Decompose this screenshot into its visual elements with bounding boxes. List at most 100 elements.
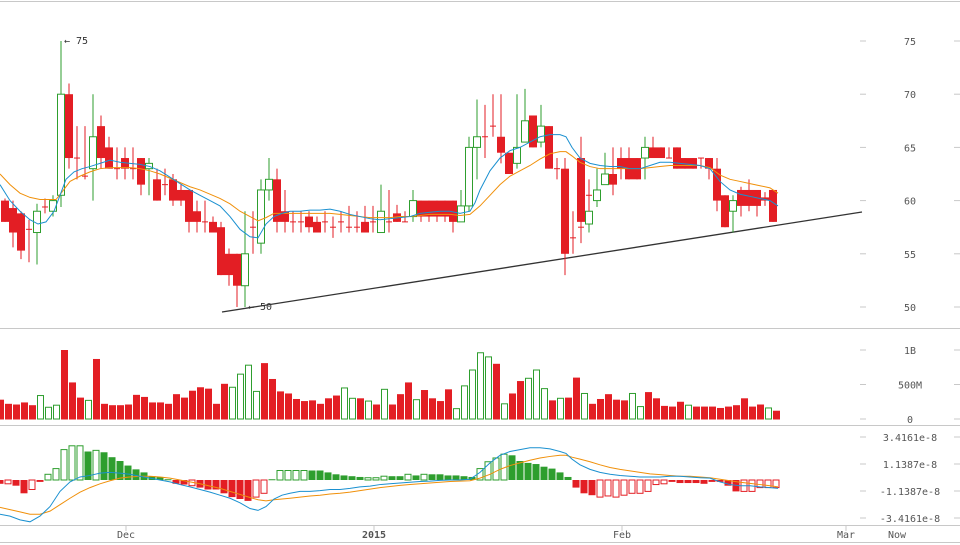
volume-bar[interactable] xyxy=(93,358,100,420)
candle[interactable] xyxy=(82,126,88,180)
volume-bar[interactable] xyxy=(293,398,300,420)
candle[interactable] xyxy=(457,189,465,223)
candle[interactable] xyxy=(657,147,665,159)
candle[interactable] xyxy=(290,211,296,233)
volume-bar[interactable] xyxy=(493,363,500,420)
candle[interactable] xyxy=(177,184,185,206)
candle[interactable] xyxy=(185,189,193,233)
candle[interactable] xyxy=(354,211,360,233)
volume-bar[interactable] xyxy=(189,390,196,420)
candle[interactable] xyxy=(233,253,241,307)
candle[interactable] xyxy=(521,88,529,143)
volume-bar[interactable] xyxy=(117,405,124,420)
candle[interactable] xyxy=(313,216,321,233)
volume-bar[interactable] xyxy=(525,377,532,420)
candle[interactable] xyxy=(586,179,592,212)
volume-bar[interactable] xyxy=(693,406,700,420)
candle[interactable] xyxy=(554,158,560,180)
candle[interactable] xyxy=(537,104,545,148)
volume-bar[interactable] xyxy=(725,406,732,420)
volume-bar[interactable] xyxy=(637,406,644,420)
volume-bar[interactable] xyxy=(429,398,436,420)
volume-bar[interactable] xyxy=(661,405,668,420)
volume-bar[interactable] xyxy=(717,407,724,420)
volume-bar[interactable] xyxy=(245,364,252,420)
candle[interactable] xyxy=(761,192,769,206)
candle[interactable] xyxy=(482,104,488,159)
volume-bar[interactable] xyxy=(413,399,420,420)
volume-bar[interactable] xyxy=(309,400,316,420)
volume-bar[interactable] xyxy=(589,403,596,420)
candle[interactable] xyxy=(162,168,168,196)
candle[interactable] xyxy=(273,168,281,233)
candle[interactable] xyxy=(625,147,633,180)
volume-bar[interactable] xyxy=(557,397,564,420)
volume-bar[interactable] xyxy=(445,389,452,420)
volume-bar[interactable] xyxy=(237,373,244,420)
candle[interactable] xyxy=(33,203,41,265)
volume-bar[interactable] xyxy=(77,397,84,420)
volume-bar[interactable] xyxy=(509,393,516,420)
candle[interactable] xyxy=(649,136,657,159)
volume-bar[interactable] xyxy=(437,401,444,420)
candle[interactable] xyxy=(209,216,217,233)
volume-bar[interactable] xyxy=(13,404,20,420)
volume-bar[interactable] xyxy=(37,395,44,420)
candle[interactable] xyxy=(409,189,417,222)
volume-bar[interactable] xyxy=(389,404,396,420)
candle[interactable] xyxy=(265,158,273,201)
volume-bar[interactable] xyxy=(261,363,268,420)
volume-bar[interactable] xyxy=(109,405,116,420)
candle[interactable] xyxy=(1,198,9,222)
volume-bar[interactable] xyxy=(549,400,556,420)
candle[interactable] xyxy=(361,205,369,233)
candle[interactable] xyxy=(153,168,161,201)
volume-bar[interactable] xyxy=(701,406,708,420)
volume-bar[interactable] xyxy=(341,387,348,420)
volume-bar[interactable] xyxy=(709,406,716,420)
volume-bar[interactable] xyxy=(453,408,460,420)
volume-bar[interactable] xyxy=(349,397,356,420)
candle[interactable] xyxy=(593,168,601,207)
volume-bar[interactable] xyxy=(461,385,468,420)
candle[interactable] xyxy=(545,126,553,169)
candle[interactable] xyxy=(42,198,48,214)
volume-bar[interactable] xyxy=(125,404,132,420)
candle[interactable] xyxy=(513,94,521,169)
candle[interactable] xyxy=(681,158,689,169)
volume-bar[interactable] xyxy=(397,394,404,420)
volume-bar[interactable] xyxy=(581,392,588,420)
candle[interactable] xyxy=(257,179,265,254)
volume-bar[interactable] xyxy=(517,381,524,420)
candle[interactable] xyxy=(497,94,505,164)
candle[interactable] xyxy=(121,147,129,180)
volume-bar[interactable] xyxy=(333,395,340,420)
candle[interactable] xyxy=(561,158,569,276)
candle[interactable] xyxy=(745,179,753,212)
volume-bar[interactable] xyxy=(469,369,476,420)
candle[interactable] xyxy=(713,158,721,212)
candle[interactable] xyxy=(617,147,625,180)
candle[interactable] xyxy=(241,211,249,307)
candle[interactable] xyxy=(322,211,328,233)
volume-bar[interactable] xyxy=(621,400,628,420)
candle[interactable] xyxy=(26,219,32,263)
candle[interactable] xyxy=(609,147,617,196)
volume-bar[interactable] xyxy=(101,403,108,420)
volume-bar[interactable] xyxy=(173,394,180,420)
volume-bar[interactable] xyxy=(277,391,284,420)
volume-bar[interactable] xyxy=(405,382,412,420)
candle[interactable] xyxy=(729,195,737,233)
volume-bar[interactable] xyxy=(205,388,212,420)
candle[interactable] xyxy=(114,147,120,180)
volume-bar[interactable] xyxy=(221,383,228,420)
volume-bar[interactable] xyxy=(133,394,140,420)
volume-bar[interactable] xyxy=(653,398,660,420)
volume-bar[interactable] xyxy=(605,394,612,420)
volume-bar[interactable] xyxy=(45,406,52,420)
volume-bar[interactable] xyxy=(157,402,164,420)
candle[interactable] xyxy=(769,189,777,222)
volume-bar[interactable] xyxy=(149,402,156,420)
candle[interactable] xyxy=(490,94,496,137)
